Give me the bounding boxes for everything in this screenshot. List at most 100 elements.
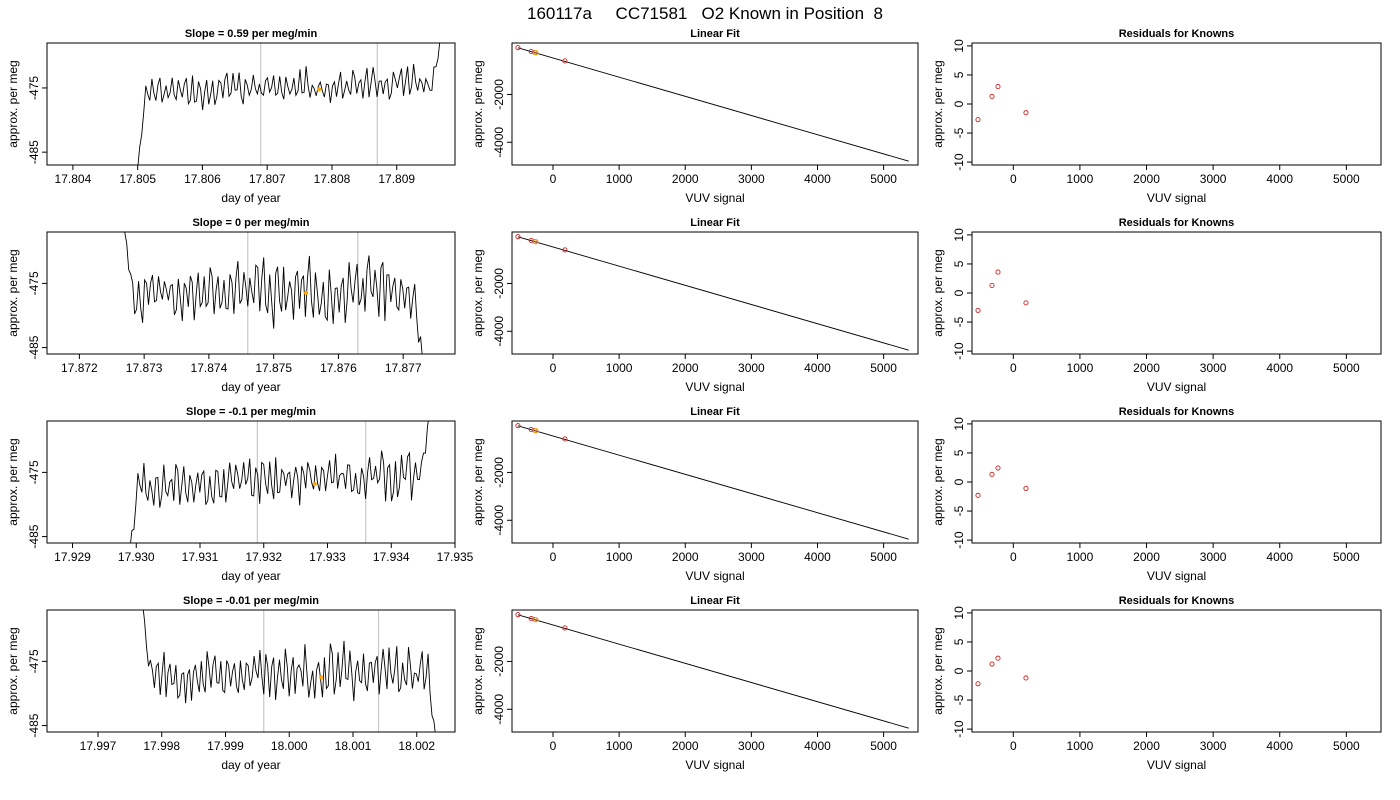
x-tick-label: 1000 (606, 550, 633, 564)
y-tick-label: -2000 (492, 79, 506, 110)
series-trace (137, 43, 441, 165)
x-tick-label: 0 (550, 172, 557, 186)
highlight-point (533, 428, 539, 434)
figure-title: 160117a CC71581 O2 Known in Position 8 (527, 4, 883, 23)
plot-marks (975, 465, 1029, 498)
x-tick-label: 17.807 (249, 172, 286, 186)
y-tick-label: -2000 (492, 457, 506, 488)
x-tick-label: 4000 (1266, 361, 1293, 375)
data-point (1023, 110, 1029, 116)
x-tick-label: 17.874 (191, 361, 228, 375)
y-tick-label: -475 (27, 271, 41, 295)
y-tick-label: -2000 (492, 646, 506, 677)
data-point (995, 465, 1001, 471)
series-trace (124, 232, 423, 354)
y-axis-label: approx. per meg (471, 438, 485, 525)
data-point (989, 93, 995, 99)
y-tick-label: 5 (952, 71, 966, 78)
chart-panels: 17.804 17.805 17.806 17.807 17.808 17.809 -475… (6, 28, 1382, 772)
x-tick-label: 3000 (1200, 172, 1227, 186)
x-axis-label: VUV signal (1147, 569, 1206, 583)
x-tick-label: 18.000 (271, 739, 308, 753)
x-tick-label: 4000 (804, 550, 831, 564)
x-tick-label: 17.875 (255, 361, 292, 375)
plot-frame (46, 609, 456, 733)
x-tick-label: 1000 (606, 172, 633, 186)
x-tick-label: 4000 (1266, 550, 1293, 564)
plot-marks (515, 612, 909, 729)
chart-panel: 0 1000 2000 3000 4000 5000 -10 -5 0 5 10 Residuals … (931, 406, 1382, 583)
chart-panel: 0 1000 2000 3000 4000 5000 -10 -5 0 5 10 Residuals … (931, 28, 1382, 205)
y-axis-label: approx. per meg (6, 627, 20, 714)
plot-marks (515, 423, 909, 540)
x-tick-label: 17.877 (385, 361, 422, 375)
x-tick-label: 3000 (738, 550, 765, 564)
plot-marks (142, 610, 436, 732)
data-point (562, 58, 568, 64)
x-axis-label: VUV signal (1147, 191, 1206, 205)
x-tick-label: 17.998 (143, 739, 180, 753)
x-tick-label: 0 (550, 739, 557, 753)
y-tick-label: -10 (952, 720, 966, 738)
x-tick-label: 4000 (804, 739, 831, 753)
data-point (515, 234, 521, 240)
panel-title: Residuals for Knowns (1119, 595, 1235, 607)
chart-panel: 17.804 17.805 17.806 17.807 17.808 17.809 -475… (6, 28, 456, 205)
y-tick-label: 10 (952, 228, 966, 242)
y-tick-label: -485 (27, 140, 41, 164)
x-axis-label: VUV signal (685, 569, 744, 583)
x-tick-label: 17.809 (378, 172, 415, 186)
y-tick-label: 5 (952, 449, 966, 456)
y-axis-label: approx. per meg (931, 438, 945, 525)
plot-marks (975, 655, 1029, 687)
y-tick-label: 10 (952, 39, 966, 53)
y-tick-label: -5 (952, 127, 966, 138)
plot-marks (515, 234, 909, 351)
y-tick-label: -485 (27, 713, 41, 737)
fit-line (517, 425, 909, 540)
chart-panel: 17.872 17.873 17.874 17.875 17.876 17.877 -475… (6, 217, 456, 394)
y-tick-label: -5 (952, 316, 966, 327)
data-point (515, 612, 521, 618)
plot-marks (975, 269, 1029, 313)
data-point (995, 655, 1001, 661)
x-tick-label: 0 (1010, 361, 1017, 375)
plot-marks (137, 43, 441, 165)
panel-title: Residuals for Knowns (1119, 406, 1235, 418)
x-tick-label: 2000 (1133, 361, 1160, 375)
plot-frame (46, 42, 456, 166)
highlight-point (533, 50, 539, 56)
data-point (975, 681, 981, 687)
x-tick-label: 5000 (1333, 361, 1360, 375)
y-axis-label: approx. per meg (931, 249, 945, 336)
x-axis-label: day of year (221, 380, 280, 394)
x-tick-label: 2000 (1133, 172, 1160, 186)
chart-panel: 0 1000 2000 3000 4000 5000 -10 -5 0 5 10 Residuals … (931, 595, 1382, 772)
y-tick-label: -485 (27, 335, 41, 359)
x-tick-label: 5000 (870, 361, 897, 375)
highlight-point (533, 239, 539, 245)
chart-panel: 0 1000 2000 3000 4000 5000 -2000 -4000 Linear Fi… (471, 217, 919, 394)
x-tick-label: 17.929 (54, 550, 91, 564)
x-axis-label: VUV signal (1147, 758, 1206, 772)
y-tick-label: 10 (952, 417, 966, 431)
x-tick-label: 5000 (870, 739, 897, 753)
x-tick-label: 1000 (606, 361, 633, 375)
plot-frame (971, 231, 1382, 355)
x-tick-label: 18.002 (398, 739, 435, 753)
plot-frame (46, 420, 456, 544)
x-tick-label: 0 (1010, 739, 1017, 753)
x-axis-label: day of year (221, 569, 280, 583)
panel-title: Slope = 0 per meg/min (192, 217, 309, 229)
x-tick-label: 1000 (1067, 550, 1094, 564)
y-tick-label: -4000 (492, 694, 506, 725)
x-tick-label: 17.997 (80, 739, 117, 753)
y-tick-label: -4000 (492, 316, 506, 347)
fit-line (517, 47, 909, 162)
plot-marks (975, 84, 1029, 123)
x-axis-label: day of year (221, 191, 280, 205)
data-point (989, 471, 995, 477)
x-tick-label: 18.001 (335, 739, 372, 753)
x-tick-label: 2000 (672, 550, 699, 564)
